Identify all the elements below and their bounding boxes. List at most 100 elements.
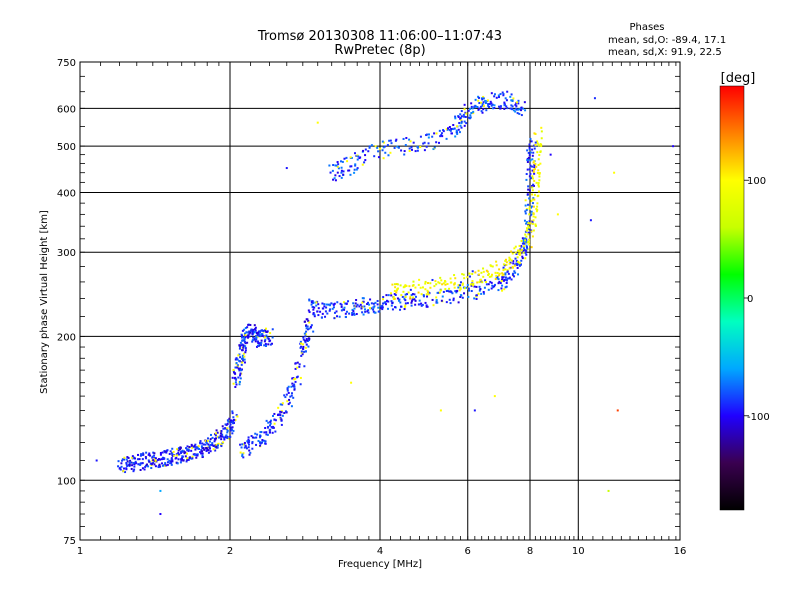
data-point	[231, 420, 234, 423]
data-point	[242, 443, 245, 446]
data-point	[497, 278, 500, 281]
data-point	[361, 301, 364, 304]
data-point	[532, 183, 535, 186]
data-point	[534, 144, 537, 147]
data-point	[228, 417, 231, 420]
data-point	[334, 174, 337, 177]
data-point	[531, 177, 534, 180]
data-point	[523, 101, 526, 104]
data-point	[480, 97, 483, 100]
data-point	[526, 221, 529, 224]
data-point	[526, 149, 529, 152]
data-point	[241, 361, 244, 364]
data-point	[362, 300, 365, 303]
data-point	[256, 345, 259, 348]
data-point	[332, 306, 335, 309]
data-point	[142, 452, 145, 455]
data-point	[423, 149, 426, 152]
data-point	[406, 302, 409, 305]
data-point	[504, 286, 507, 289]
data-point	[312, 301, 315, 304]
data-point	[237, 354, 240, 357]
data-point	[128, 463, 131, 466]
data-point	[424, 280, 427, 283]
data-point	[524, 257, 527, 260]
data-point	[235, 414, 238, 417]
data-point	[370, 302, 373, 305]
data-point	[487, 103, 490, 106]
data-point	[532, 212, 535, 215]
data-point	[475, 285, 478, 288]
data-point	[243, 446, 246, 449]
data-point	[490, 104, 493, 107]
data-point	[478, 107, 481, 110]
data-point	[179, 446, 182, 449]
chart-title: Tromsø 20130308 11:06:00–11:07:43	[257, 29, 502, 44]
data-point	[331, 307, 334, 310]
data-point	[420, 304, 423, 307]
data-point	[364, 308, 367, 311]
data-point	[404, 299, 407, 302]
data-point	[510, 93, 513, 96]
data-point	[256, 433, 259, 436]
data-point	[180, 459, 183, 462]
data-point	[153, 460, 156, 463]
data-point	[332, 303, 335, 306]
data-point	[307, 345, 310, 348]
colorbar-tick-label: 0	[747, 294, 753, 305]
data-point	[517, 108, 520, 111]
data-point	[526, 160, 529, 163]
data-point	[524, 204, 527, 207]
data-point	[512, 260, 515, 263]
data-point	[508, 256, 511, 259]
y-tick-label: 75	[63, 536, 76, 547]
data-point	[412, 284, 415, 287]
data-point	[402, 290, 405, 293]
data-point	[182, 459, 185, 462]
data-point	[236, 358, 239, 361]
data-point	[145, 451, 148, 454]
data-point	[238, 380, 241, 383]
data-point	[185, 460, 188, 463]
data-point	[524, 199, 527, 202]
data-point	[243, 339, 246, 342]
data-point	[242, 452, 245, 455]
data-point	[310, 301, 313, 304]
data-point	[373, 155, 376, 158]
data-point	[207, 451, 210, 454]
data-point	[267, 421, 270, 424]
data-point	[399, 301, 402, 304]
data-point	[231, 421, 234, 424]
data-point	[259, 334, 262, 337]
data-point	[139, 454, 142, 457]
data-point	[505, 278, 508, 281]
data-point	[179, 458, 182, 461]
data-point	[410, 304, 413, 307]
data-point	[475, 295, 478, 298]
data-point	[503, 288, 506, 291]
data-point	[175, 456, 178, 459]
data-point	[138, 458, 141, 461]
data-point	[295, 376, 298, 379]
data-point	[459, 113, 462, 116]
data-point	[308, 337, 311, 340]
data-point	[438, 282, 441, 285]
data-point	[242, 456, 245, 459]
data-point	[171, 454, 174, 457]
data-point	[247, 441, 250, 444]
data-point	[246, 440, 249, 443]
data-point	[241, 343, 244, 346]
data-point	[243, 344, 246, 347]
data-point	[296, 361, 299, 364]
data-point	[254, 328, 257, 331]
data-point	[504, 268, 507, 271]
data-point	[238, 347, 241, 350]
data-point	[501, 274, 504, 277]
data-point	[515, 105, 518, 108]
data-point	[522, 251, 525, 254]
data-point	[441, 295, 444, 298]
data-point	[131, 464, 134, 467]
x-tick-label: 4	[377, 546, 383, 557]
data-point	[181, 449, 184, 452]
data-point	[536, 151, 539, 154]
